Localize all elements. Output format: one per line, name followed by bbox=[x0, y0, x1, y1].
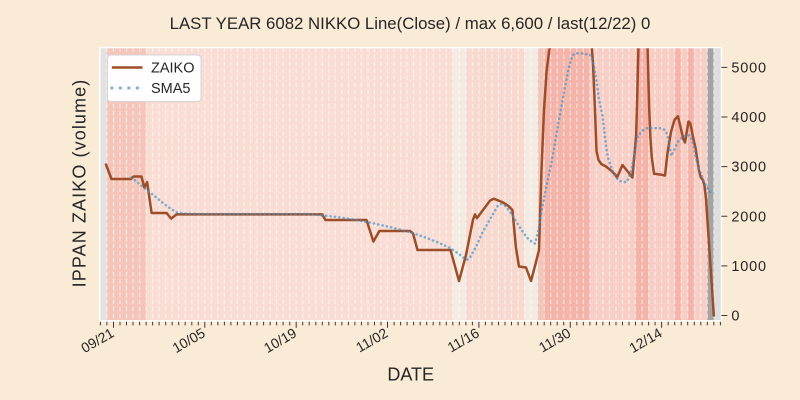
svg-text:0: 0 bbox=[731, 309, 740, 325]
svg-text:LAST YEAR 6082 NIKKO Line(Clos: LAST YEAR 6082 NIKKO Line(Close) / max 6… bbox=[170, 14, 651, 33]
svg-text:DATE: DATE bbox=[387, 365, 434, 385]
svg-text:1000: 1000 bbox=[731, 259, 766, 275]
svg-text:2000: 2000 bbox=[731, 209, 766, 225]
svg-text:SMA5: SMA5 bbox=[151, 81, 191, 97]
svg-text:IPPAN ZAIKO (volume): IPPAN ZAIKO (volume) bbox=[70, 79, 90, 288]
svg-text:4000: 4000 bbox=[731, 110, 766, 126]
svg-text:ZAIKO: ZAIKO bbox=[151, 61, 195, 77]
svg-text:5000: 5000 bbox=[731, 61, 766, 77]
svg-text:3000: 3000 bbox=[731, 160, 766, 176]
